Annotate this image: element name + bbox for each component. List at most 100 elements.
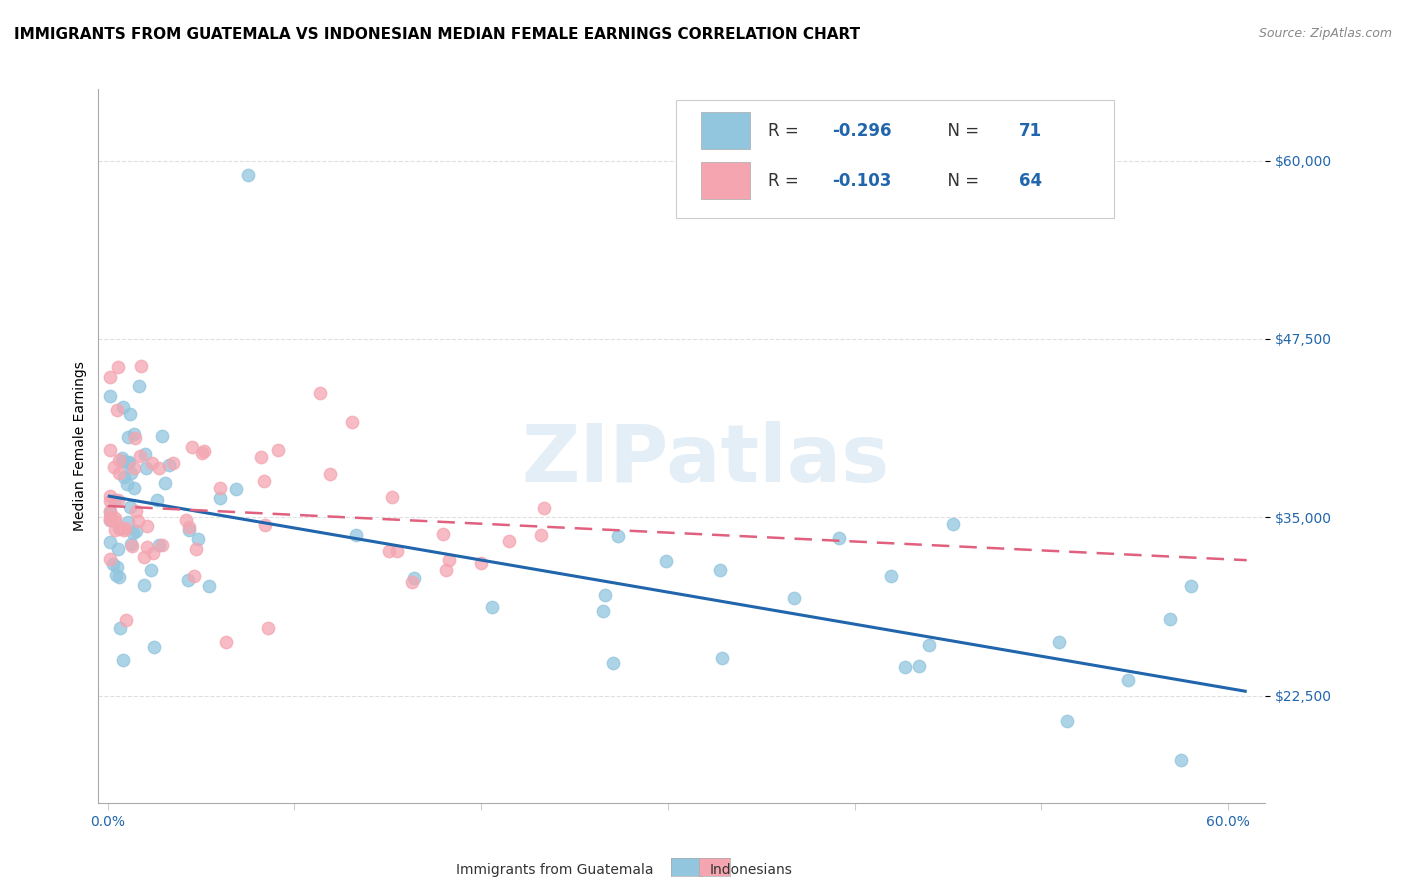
Point [1056, 714, 1078, 728]
Point [215, 635, 238, 649]
Point [209, 481, 232, 495]
Point [533, 500, 555, 515]
Point [340, 415, 363, 429]
Text: -0.296: -0.296 [832, 121, 891, 139]
Point [120, 466, 142, 480]
Point [180, 441, 202, 455]
Point [256, 621, 278, 635]
Point [387, 544, 409, 558]
Point [530, 527, 553, 541]
Point [98, 494, 121, 508]
Point [107, 542, 129, 557]
Point [112, 523, 135, 537]
Point [197, 579, 219, 593]
Point [121, 526, 143, 541]
Point [439, 552, 461, 566]
Point [592, 604, 614, 618]
Point [122, 481, 145, 495]
Point [120, 537, 142, 551]
Point [177, 524, 200, 538]
Point [148, 538, 170, 552]
Point [179, 520, 201, 534]
Point [132, 550, 155, 565]
Point [709, 563, 731, 577]
Point [104, 514, 127, 528]
Point [266, 443, 288, 458]
Point [136, 518, 159, 533]
Point [595, 589, 617, 603]
Point [162, 456, 184, 470]
Point [98, 370, 121, 384]
Point [110, 621, 132, 635]
Point [115, 477, 138, 491]
Point [157, 458, 180, 472]
Point [434, 563, 457, 577]
Point [135, 461, 157, 475]
Text: Indonesians: Indonesians [710, 863, 793, 877]
Point [1159, 612, 1181, 626]
Point [100, 505, 122, 519]
Point [1180, 579, 1202, 593]
Point [143, 640, 166, 655]
Point [142, 546, 165, 560]
Point [308, 386, 330, 401]
Point [402, 572, 425, 586]
Point [918, 638, 941, 652]
Point [118, 407, 141, 421]
Point [602, 656, 624, 670]
Point [177, 573, 200, 587]
Point [134, 448, 156, 462]
Point [606, 529, 628, 543]
Text: IMMIGRANTS FROM GUATEMALA VS INDONESIAN MEDIAN FEMALE EARNINGS CORRELATION CHART: IMMIGRANTS FROM GUATEMALA VS INDONESIAN … [14, 27, 860, 42]
Point [250, 450, 273, 464]
Text: Source: ZipAtlas.com: Source: ZipAtlas.com [1258, 27, 1392, 40]
Point [150, 538, 173, 552]
Point [125, 503, 148, 517]
Point [191, 446, 214, 460]
Point [98, 513, 121, 527]
Point [907, 659, 929, 673]
Point [104, 568, 127, 582]
Point [253, 517, 276, 532]
Point [253, 474, 276, 488]
Point [344, 528, 367, 542]
Point [117, 456, 139, 470]
Text: 64: 64 [1019, 171, 1042, 189]
Text: R =: R = [768, 121, 804, 139]
Point [111, 450, 134, 465]
Text: -0.103: -0.103 [832, 171, 891, 189]
Point [1047, 634, 1070, 648]
FancyBboxPatch shape [700, 162, 749, 199]
Point [124, 426, 146, 441]
Point [124, 431, 146, 445]
Point [783, 591, 806, 606]
Point [470, 556, 492, 570]
Point [319, 467, 342, 481]
Point [108, 467, 131, 481]
Point [381, 490, 404, 504]
Y-axis label: Median Female Earnings: Median Female Earnings [73, 361, 87, 531]
Point [128, 379, 150, 393]
Point [129, 450, 152, 464]
Point [122, 461, 145, 475]
Point [98, 552, 121, 566]
Point [98, 443, 121, 458]
Point [893, 659, 915, 673]
Point [183, 569, 205, 583]
Point [1170, 753, 1192, 767]
Point [105, 559, 128, 574]
Point [941, 516, 963, 531]
Point [828, 531, 851, 545]
Point [129, 359, 152, 373]
FancyBboxPatch shape [700, 112, 749, 149]
Point [121, 539, 143, 553]
Point [146, 493, 169, 508]
Text: R =: R = [768, 171, 804, 189]
Point [225, 482, 247, 496]
Point [432, 526, 454, 541]
Point [135, 541, 157, 555]
Point [115, 613, 138, 627]
Point [104, 492, 127, 507]
Point [114, 521, 136, 535]
Point [184, 542, 207, 557]
